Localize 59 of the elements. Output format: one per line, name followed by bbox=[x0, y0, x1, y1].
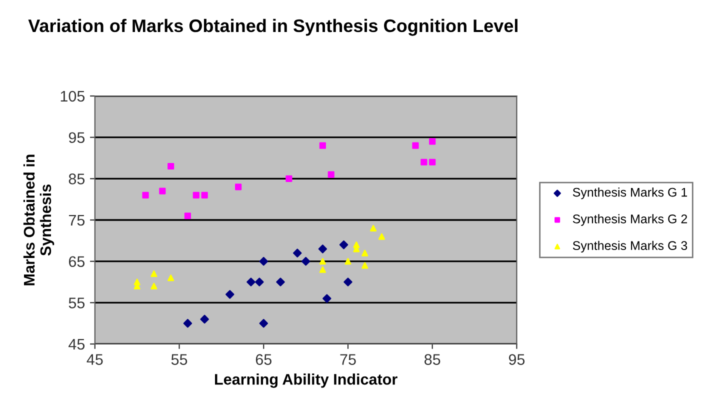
point bbox=[319, 266, 326, 273]
point bbox=[184, 212, 191, 220]
point bbox=[319, 258, 326, 265]
point bbox=[200, 314, 209, 324]
point bbox=[134, 278, 140, 286]
point bbox=[319, 142, 326, 149]
point bbox=[235, 184, 242, 190]
point bbox=[301, 256, 310, 266]
point bbox=[150, 270, 158, 278]
point bbox=[378, 233, 386, 240]
legend-label: Synthesis Marks G 2 bbox=[572, 214, 688, 226]
point bbox=[192, 192, 200, 198]
point bbox=[142, 192, 149, 198]
point bbox=[168, 162, 174, 170]
legend-label: Synthesis Marks G 3 bbox=[572, 240, 688, 252]
y-tick-label: 45 bbox=[68, 339, 85, 350]
point bbox=[150, 282, 158, 290]
point bbox=[339, 240, 348, 250]
x-tick-label: 75 bbox=[340, 354, 356, 365]
y-axis-title: Marks Obtained in Synthesis bbox=[23, 154, 54, 286]
y-tick-label: 85 bbox=[68, 174, 85, 184]
point bbox=[328, 171, 334, 178]
point bbox=[201, 192, 208, 198]
point bbox=[259, 256, 268, 266]
point bbox=[318, 244, 328, 254]
point bbox=[168, 274, 174, 282]
point bbox=[344, 278, 352, 286]
point bbox=[322, 294, 332, 303]
y-tick-label: 65 bbox=[68, 256, 85, 268]
point bbox=[276, 278, 285, 286]
point bbox=[420, 158, 428, 166]
legend-label: Synthesis Marks G 1 bbox=[572, 188, 688, 200]
x-tick-label: 55 bbox=[171, 354, 188, 365]
point bbox=[362, 262, 368, 269]
y-tick-label: 95 bbox=[68, 132, 85, 144]
x-tick-label: 45 bbox=[86, 354, 103, 365]
point bbox=[286, 175, 292, 182]
point bbox=[159, 188, 166, 194]
x-axis-title: Learning Ability Indicator bbox=[215, 374, 398, 388]
chart-title: Variation of Marks Obtained in Synthesis Cognition Level bbox=[28, 18, 518, 36]
x-tick-label: 65 bbox=[256, 354, 272, 365]
point bbox=[293, 248, 302, 258]
x-tick-label: 85 bbox=[424, 354, 440, 365]
point bbox=[370, 224, 377, 232]
y-tick-label: 55 bbox=[68, 298, 85, 308]
point bbox=[362, 250, 368, 256]
point bbox=[226, 290, 234, 299]
point bbox=[412, 142, 419, 149]
x-tick-label: 95 bbox=[508, 354, 525, 365]
point bbox=[246, 278, 256, 286]
point bbox=[429, 138, 436, 145]
point bbox=[353, 242, 360, 248]
point bbox=[255, 278, 264, 286]
point bbox=[259, 318, 268, 328]
y-tick-label: 75 bbox=[68, 215, 85, 226]
point bbox=[183, 318, 192, 328]
point bbox=[429, 158, 436, 166]
y-tick-label: 105 bbox=[60, 90, 85, 102]
point bbox=[344, 258, 352, 265]
